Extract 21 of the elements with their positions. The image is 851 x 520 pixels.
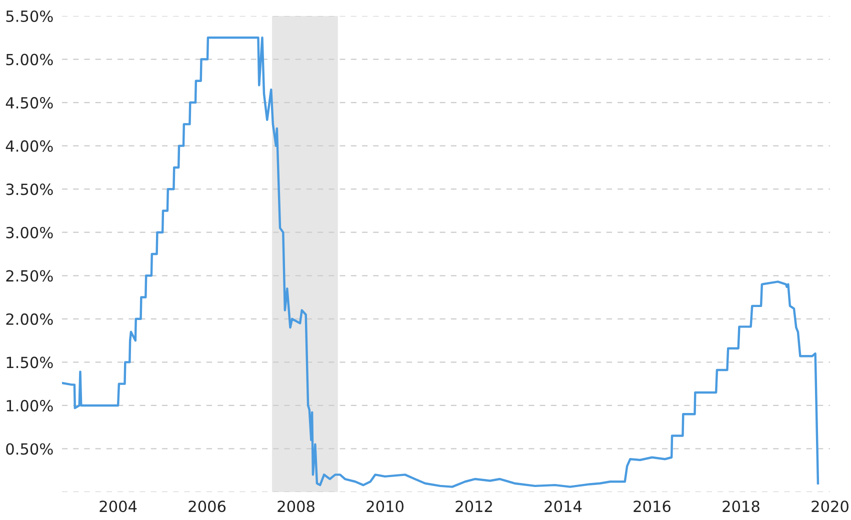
y-tick-label: 3.50% (6, 184, 53, 196)
y-tick-label: 2.50% (6, 270, 53, 282)
x-tick-label: 2014 (544, 500, 582, 512)
x-tick-label: 2010 (366, 500, 404, 512)
line-series (62, 36, 820, 488)
x-tick-label: 2020 (812, 500, 848, 512)
y-tick-label: 3.00% (6, 226, 53, 238)
x-tick-label: 2004 (100, 500, 137, 512)
x-tick-label: 2016 (634, 500, 670, 512)
y-tick-label: 4.00% (6, 140, 53, 152)
x-tick-label: 2018 (722, 500, 760, 512)
y-tick-label: 0.50% (6, 443, 53, 455)
y-tick-label: 1.50% (6, 356, 53, 368)
y-tick-label: 5.50% (6, 10, 53, 22)
x-tick-label: 2008 (278, 500, 314, 512)
y-tick-label: 2.00% (6, 313, 53, 325)
x-tick-label: 2012 (456, 500, 492, 512)
y-tick-label: 4.50% (6, 97, 53, 109)
y-tick-label: 5.00% (6, 54, 53, 66)
x-tick-label: 2006 (188, 500, 226, 512)
y-tick-label: 1.00% (6, 400, 53, 412)
